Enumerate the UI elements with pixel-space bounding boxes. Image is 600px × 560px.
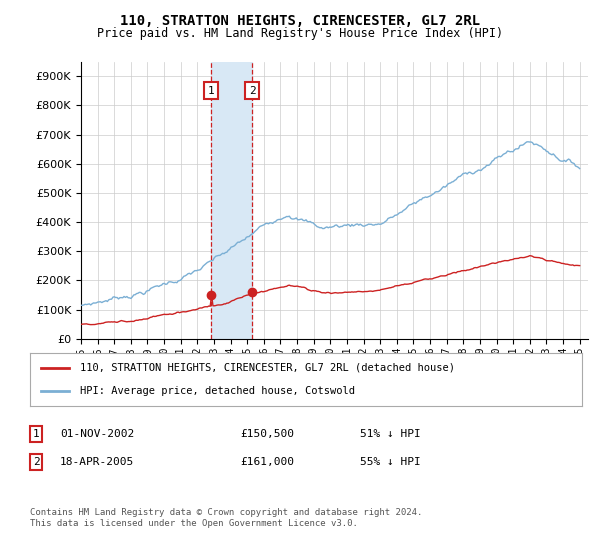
Text: 55% ↓ HPI: 55% ↓ HPI [360,457,421,467]
Text: 110, STRATTON HEIGHTS, CIRENCESTER, GL7 2RL: 110, STRATTON HEIGHTS, CIRENCESTER, GL7 … [120,14,480,28]
Text: 01-NOV-2002: 01-NOV-2002 [60,429,134,439]
Text: 51% ↓ HPI: 51% ↓ HPI [360,429,421,439]
Bar [211,62,252,339]
Text: Price paid vs. HM Land Registry's House Price Index (HPI): Price paid vs. HM Land Registry's House … [97,27,503,40]
Text: 1: 1 [208,86,215,96]
Text: £150,500: £150,500 [240,429,294,439]
Text: Contains HM Land Registry data © Crown copyright and database right 2024.
This d: Contains HM Land Registry data © Crown c… [30,508,422,528]
Text: 2: 2 [248,86,256,96]
Text: HPI: Average price, detached house, Cotswold: HPI: Average price, detached house, Cots… [80,386,355,396]
Text: £161,000: £161,000 [240,457,294,467]
Text: 1: 1 [32,429,40,439]
Text: 2: 2 [32,457,40,467]
Text: 110, STRATTON HEIGHTS, CIRENCESTER, GL7 2RL (detached house): 110, STRATTON HEIGHTS, CIRENCESTER, GL7 … [80,363,455,373]
Text: 18-APR-2005: 18-APR-2005 [60,457,134,467]
